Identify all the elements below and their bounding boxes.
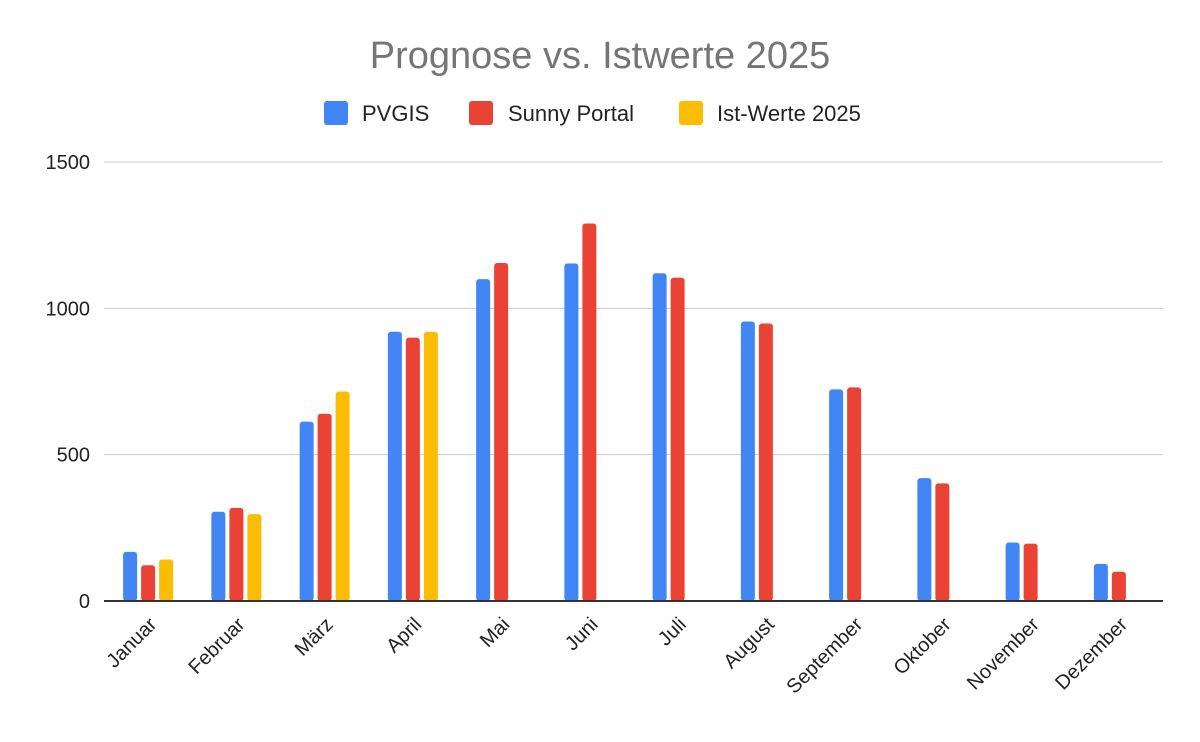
bar-ist-werte-2025-april <box>423 331 438 601</box>
bar-pvgis-august <box>740 321 755 601</box>
bar-sunny-portal-november <box>1023 543 1038 601</box>
y-tick-label-500: 500 <box>57 445 90 467</box>
legend-swatch-pvgis <box>324 101 348 125</box>
bar-pvgis-juni <box>564 263 579 601</box>
bars <box>123 223 1126 601</box>
x-tick-label-juni: Juni <box>561 614 603 656</box>
x-tick-label-märz: März <box>291 614 338 661</box>
bar-sunny-portal-september <box>847 387 862 601</box>
x-tick-label-februar: Februar <box>184 613 249 678</box>
bar-ist-werte-2025-märz <box>335 391 350 601</box>
bar-pvgis-september <box>829 389 844 601</box>
x-tick-label-september: September <box>783 613 868 698</box>
bar-sunny-portal-januar <box>141 565 156 601</box>
bar-sunny-portal-mai <box>494 262 509 601</box>
bar-sunny-portal-dezember <box>1111 571 1126 601</box>
y-tick-label-1500: 1500 <box>46 152 91 174</box>
bar-pvgis-oktober <box>917 478 932 601</box>
x-tick-label-januar: Januar <box>102 613 161 672</box>
legend-swatch-ist-werte-2025 <box>679 101 703 125</box>
legend-label-sunny-portal: Sunny Portal <box>508 101 634 126</box>
x-tick-label-juli: Juli <box>654 614 691 651</box>
bar-sunny-portal-juni <box>582 223 597 601</box>
bar-pvgis-februar <box>211 511 226 601</box>
bar-pvgis-januar <box>123 551 138 601</box>
x-tick-label-november: November <box>963 613 1044 694</box>
bar-sunny-portal-oktober <box>935 483 950 601</box>
x-tick-label-oktober: Oktober <box>890 613 956 679</box>
bar-ist-werte-2025-februar <box>247 514 262 601</box>
x-tick-label-august: August <box>719 613 779 673</box>
grid <box>104 161 1163 456</box>
bar-pvgis-november <box>1005 542 1020 601</box>
bar-pvgis-märz <box>299 421 314 601</box>
y-axis-ticks: 0 500 1000 1500 <box>46 152 91 613</box>
bar-pvgis-dezember <box>1093 563 1108 601</box>
bar-sunny-portal-märz <box>317 413 332 601</box>
bar-pvgis-mai <box>476 279 491 601</box>
bar-pvgis-juli <box>652 273 667 601</box>
bar-sunny-portal-februar <box>229 507 244 601</box>
bar-sunny-portal-august <box>758 323 773 601</box>
x-axis-ticks: Januar Februar März April Mai Juni Juli August S… <box>102 613 1132 698</box>
legend-label-ist-werte-2025: Ist-Werte 2025 <box>717 101 861 126</box>
bar-sunny-portal-juli <box>670 277 685 601</box>
legend-swatch-sunny-portal <box>469 101 493 125</box>
x-tick-label-april: April <box>382 614 426 658</box>
legend: PVGIS Sunny Portal Ist-Werte 2025 <box>324 101 861 126</box>
bar-pvgis-april <box>387 331 402 601</box>
legend-label-pvgis: PVGIS <box>362 101 429 126</box>
bar-ist-werte-2025-januar <box>159 559 174 601</box>
x-tick-label-mai: Mai <box>476 614 514 652</box>
chart-title: Prognose vs. Istwerte 2025 <box>370 35 830 77</box>
y-tick-label-1000: 1000 <box>46 298 91 320</box>
bar-sunny-portal-april <box>405 337 420 601</box>
x-tick-label-dezember: Dezember <box>1051 613 1132 694</box>
y-tick-label-0: 0 <box>79 591 90 613</box>
